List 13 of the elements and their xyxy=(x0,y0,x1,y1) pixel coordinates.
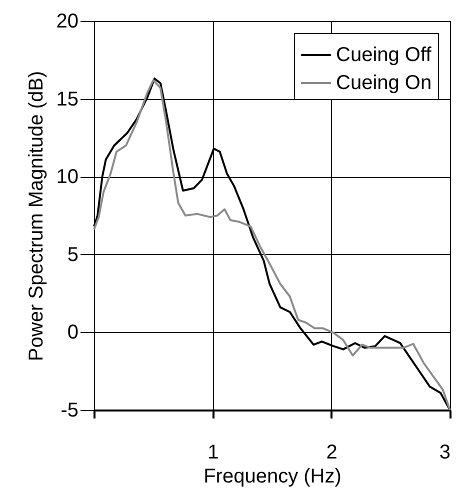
y-tick-label: 20 xyxy=(56,10,78,32)
x-tick-label: 2 xyxy=(326,442,338,464)
y-tick-label: 15 xyxy=(56,88,78,110)
x-tick-label: 3 xyxy=(439,442,450,464)
legend-label: Cueing On xyxy=(336,72,432,94)
y-tick-label: -5 xyxy=(60,400,78,422)
x-axis-title: Frequency (Hz) xyxy=(204,466,342,488)
x-tick-label: 1 xyxy=(208,442,219,464)
y-tick-label: 10 xyxy=(56,166,78,188)
y-axis-title: Power Spectrum Magnitude (dB) xyxy=(25,70,48,362)
legend-label: Cueing Off xyxy=(336,44,432,66)
y-tick-label: 0 xyxy=(67,322,78,344)
y-tick-label: 5 xyxy=(67,244,78,266)
